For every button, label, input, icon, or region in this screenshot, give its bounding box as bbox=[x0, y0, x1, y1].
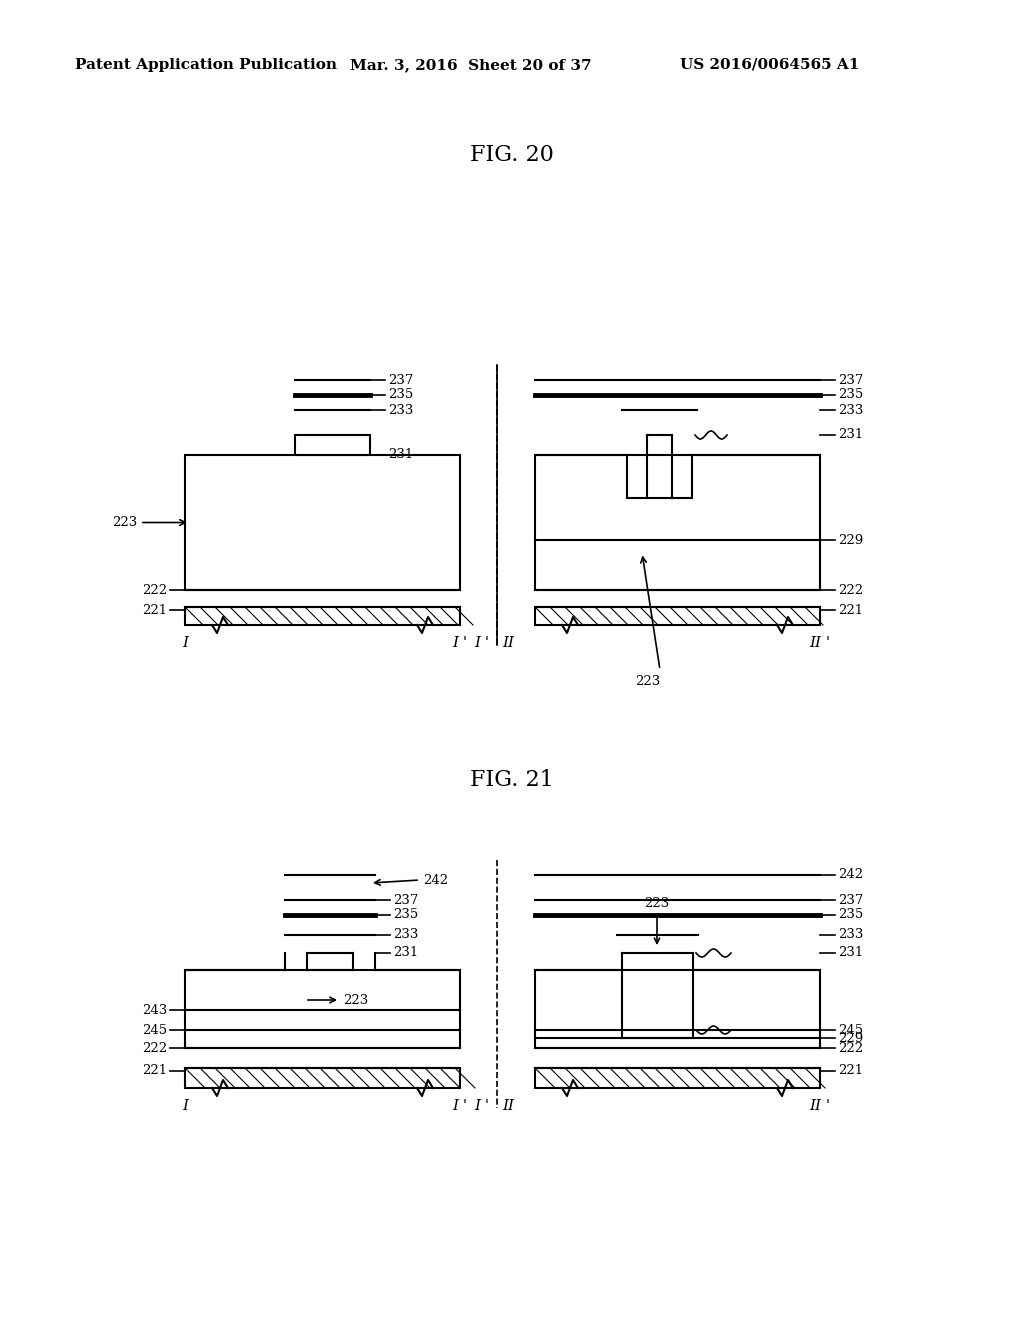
Text: 221: 221 bbox=[142, 1064, 167, 1077]
Text: 235: 235 bbox=[388, 388, 414, 401]
Bar bbox=[535, 455, 820, 590]
Bar bbox=[185, 970, 460, 1048]
Text: 243: 243 bbox=[141, 1003, 167, 1016]
Text: Patent Application Publication: Patent Application Publication bbox=[75, 58, 337, 73]
Text: 231: 231 bbox=[838, 946, 863, 960]
Text: 245: 245 bbox=[142, 1023, 167, 1036]
Text: 233: 233 bbox=[388, 404, 414, 417]
Text: 221: 221 bbox=[838, 1064, 863, 1077]
Text: FIG. 20: FIG. 20 bbox=[470, 144, 554, 166]
Text: 223: 223 bbox=[644, 898, 670, 944]
Text: I ': I ' bbox=[474, 636, 489, 649]
Text: I ': I ' bbox=[453, 1100, 468, 1113]
Text: I: I bbox=[182, 636, 188, 649]
Text: 235: 235 bbox=[838, 908, 863, 921]
Text: 223: 223 bbox=[343, 994, 369, 1006]
Text: 245: 245 bbox=[838, 1023, 863, 1036]
Text: 229: 229 bbox=[838, 1031, 863, 1044]
Text: 221: 221 bbox=[142, 603, 167, 616]
Text: 223: 223 bbox=[112, 516, 137, 529]
Text: I ': I ' bbox=[474, 1100, 489, 1113]
Text: II: II bbox=[502, 636, 514, 649]
Text: 231: 231 bbox=[393, 946, 418, 960]
Bar bbox=[185, 1068, 460, 1088]
Text: Mar. 3, 2016  Sheet 20 of 37: Mar. 3, 2016 Sheet 20 of 37 bbox=[350, 58, 592, 73]
Text: I ': I ' bbox=[453, 636, 468, 649]
Text: 222: 222 bbox=[838, 583, 863, 597]
Bar bbox=[295, 436, 370, 455]
Text: 235: 235 bbox=[393, 908, 418, 921]
Text: 222: 222 bbox=[838, 1041, 863, 1055]
Text: 222: 222 bbox=[142, 583, 167, 597]
Text: US 2016/0064565 A1: US 2016/0064565 A1 bbox=[680, 58, 859, 73]
Text: 233: 233 bbox=[393, 928, 419, 941]
Text: 221: 221 bbox=[838, 603, 863, 616]
Text: 229: 229 bbox=[838, 533, 863, 546]
Text: 223: 223 bbox=[635, 675, 660, 688]
Text: FIG. 21: FIG. 21 bbox=[470, 770, 554, 791]
Text: 242: 242 bbox=[838, 869, 863, 882]
Text: II ': II ' bbox=[809, 1100, 830, 1113]
Text: 237: 237 bbox=[393, 894, 419, 907]
Bar bbox=[535, 607, 820, 624]
Bar bbox=[185, 455, 460, 590]
Text: 233: 233 bbox=[838, 928, 863, 941]
Bar bbox=[535, 1068, 820, 1088]
Text: 237: 237 bbox=[838, 894, 863, 907]
Text: 222: 222 bbox=[142, 1041, 167, 1055]
Text: 242: 242 bbox=[423, 874, 449, 887]
Text: 235: 235 bbox=[838, 388, 863, 401]
Text: I: I bbox=[182, 1100, 188, 1113]
Text: 237: 237 bbox=[838, 374, 863, 387]
Text: II ': II ' bbox=[809, 636, 830, 649]
Text: 237: 237 bbox=[388, 374, 414, 387]
Text: 231: 231 bbox=[388, 449, 414, 462]
Bar bbox=[535, 970, 820, 1048]
Text: 231: 231 bbox=[838, 429, 863, 441]
Bar bbox=[185, 607, 460, 624]
Text: II: II bbox=[502, 1100, 514, 1113]
Text: 233: 233 bbox=[838, 404, 863, 417]
